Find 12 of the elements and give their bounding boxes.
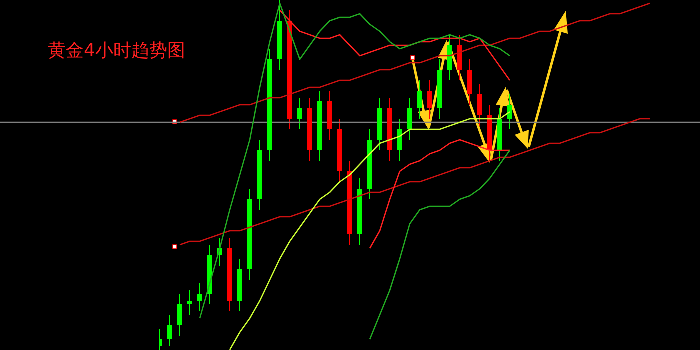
candlestick [478,84,482,126]
text: 黄金4小时趋势图 [48,40,186,62]
candlestick [168,314,172,347]
candlestick [408,98,412,140]
candlestick [188,290,192,316]
candlestick [298,98,302,130]
candlestick [398,118,402,162]
candlestick [178,294,182,336]
candlestick [198,283,202,312]
candlestick [418,80,422,120]
candlestick [428,80,432,120]
candlestick [508,94,512,130]
